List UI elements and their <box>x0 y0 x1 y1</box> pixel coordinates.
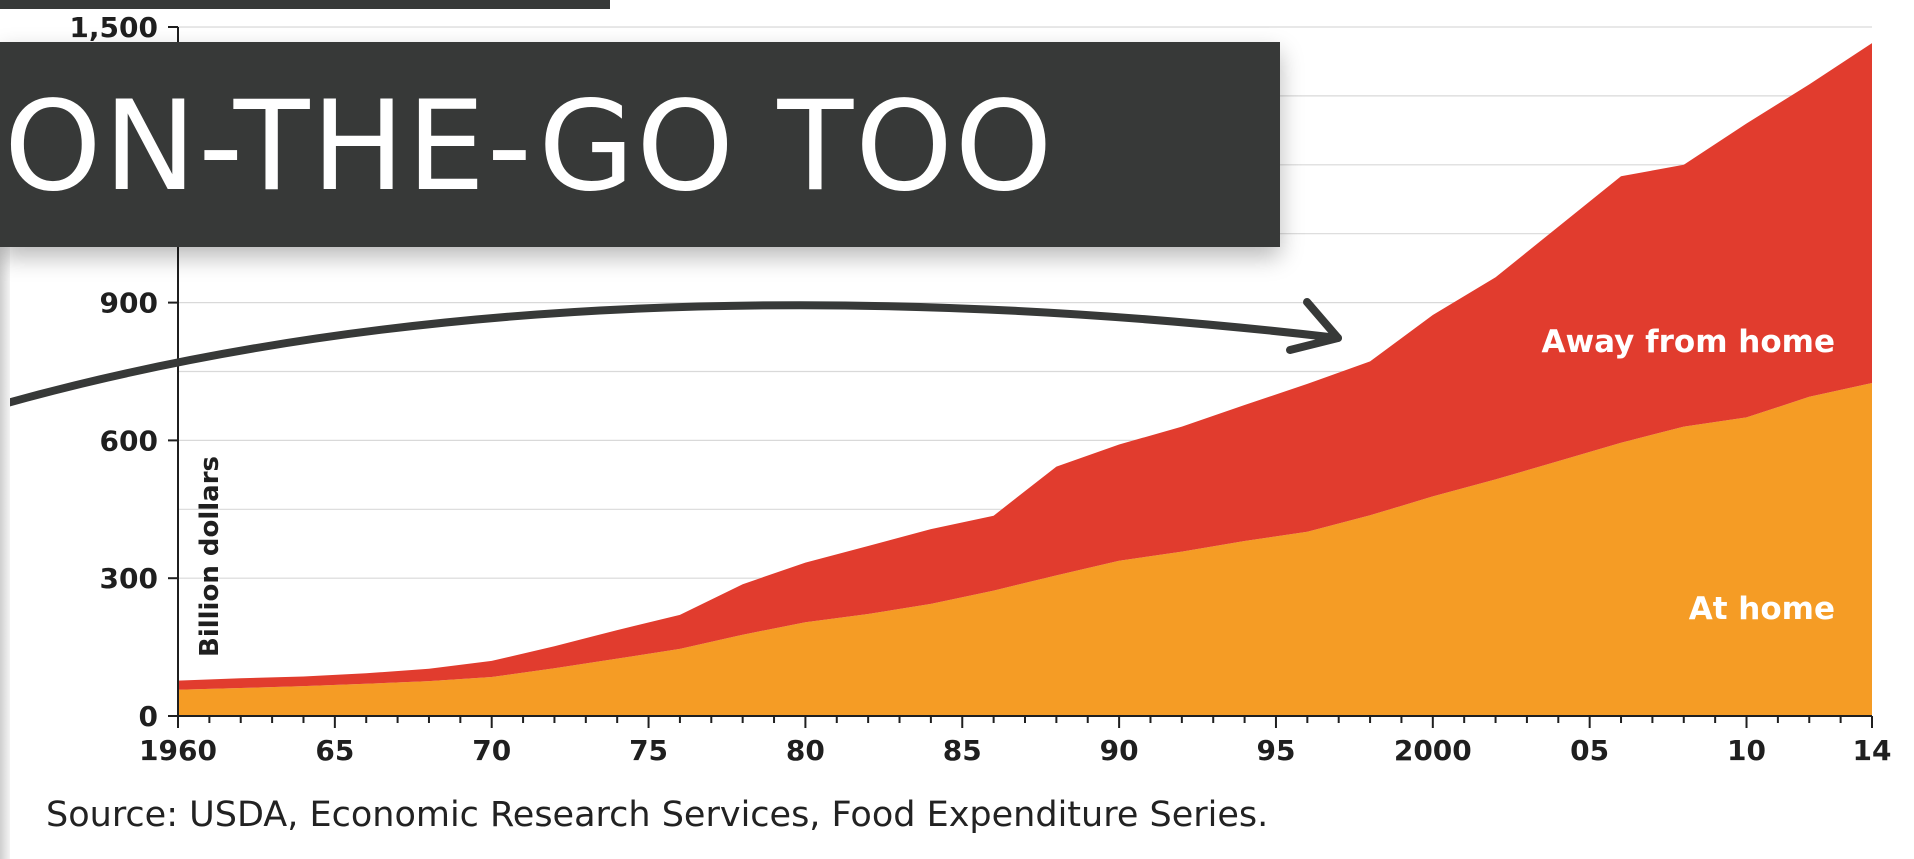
stacked-areas <box>178 43 1872 716</box>
banner-title: ON-THE-GO TOO <box>4 75 1055 219</box>
y-tick-label: 1,500 <box>69 11 158 44</box>
series-labels: Away from home At home <box>1542 324 1835 627</box>
x-tick-label: 90 <box>1100 734 1139 767</box>
y-tick-label: 900 <box>100 287 158 320</box>
x-tick-label: 05 <box>1570 734 1609 767</box>
curved-arrow <box>0 298 1342 409</box>
x-axis-ticks: 1960 65 70 75 80 85 90 95 2000 05 10 14 <box>139 716 1891 767</box>
x-tick-label: 1960 <box>139 734 217 767</box>
x-tick-label: 80 <box>786 734 825 767</box>
x-tick-label: 2000 <box>1394 734 1472 767</box>
x-tick-label: 95 <box>1256 734 1295 767</box>
y-tick-label: 600 <box>100 424 158 457</box>
x-tick-label: 65 <box>315 734 354 767</box>
title-banner: ON-THE-GO TOO <box>0 42 1280 247</box>
y-tick-label: 300 <box>100 562 158 595</box>
y-axis-ticks: 0 300 600 900 1,500 <box>69 11 178 733</box>
area-series-away-from-home <box>178 43 1872 690</box>
top-banner-strip <box>0 0 610 9</box>
y-tick-label: 0 <box>139 700 158 733</box>
x-tick-label: 70 <box>472 734 511 767</box>
x-tick-label: 10 <box>1727 734 1766 767</box>
source-note: Source: USDA, Economic Research Services… <box>46 795 1269 835</box>
series-label-away-from-home: Away from home <box>1542 324 1835 360</box>
x-tick-label: 14 <box>1853 734 1892 767</box>
page-edge-strip <box>0 247 10 859</box>
y-axis-label: Billion dollars <box>195 456 225 657</box>
series-label-at-home: At home <box>1689 591 1835 627</box>
x-tick-label: 85 <box>943 734 982 767</box>
x-tick-label: 75 <box>629 734 668 767</box>
area-series-at-home <box>178 383 1872 716</box>
